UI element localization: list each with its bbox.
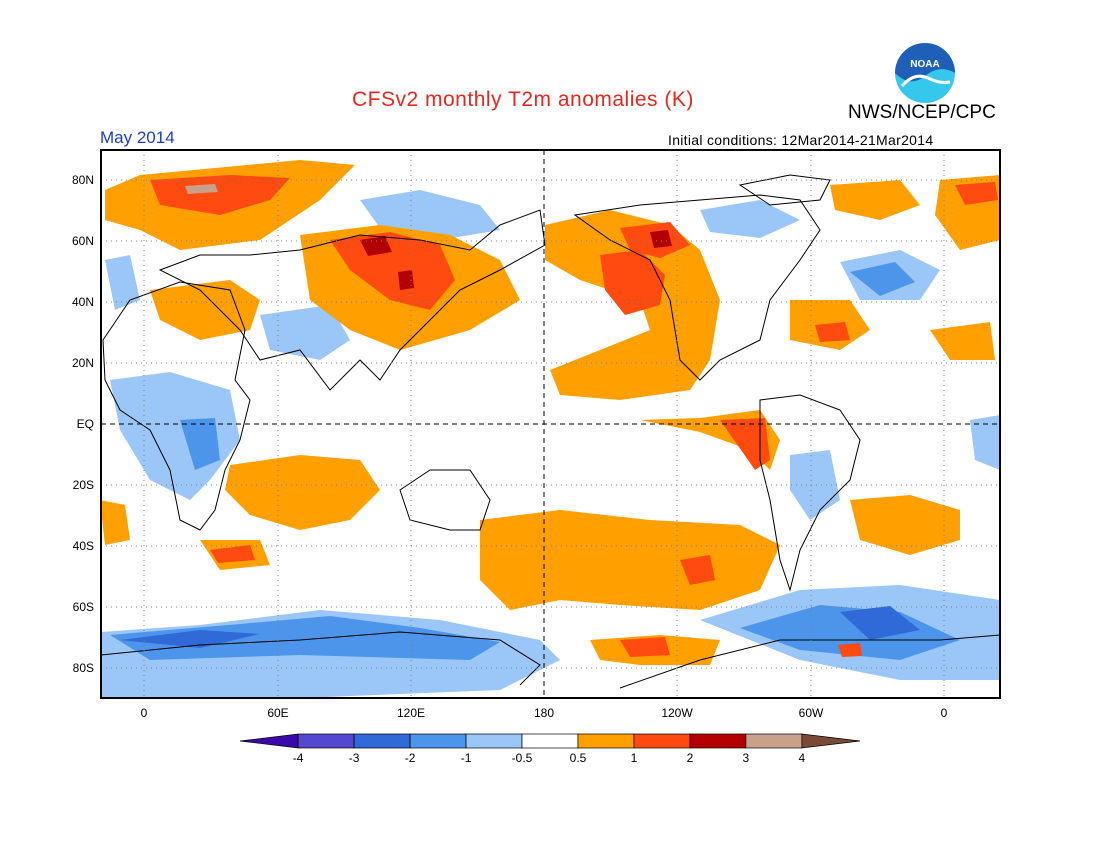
latitude-label: 80N bbox=[72, 173, 94, 187]
latitude-label: 80S bbox=[73, 661, 94, 675]
colorbar-tick-label: 3 bbox=[743, 751, 750, 765]
colorbar-tick-label: 0.5 bbox=[570, 751, 587, 765]
colorbar-swatch bbox=[297, 733, 355, 749]
noaa-logo-text: NOAA bbox=[910, 59, 939, 70]
latitude-label: 20N bbox=[72, 356, 94, 370]
colorbar-swatch bbox=[633, 733, 691, 749]
colorbar-swatch bbox=[353, 733, 411, 749]
latitude-label: EQ bbox=[77, 417, 94, 431]
colorbar-tick-label: 4 bbox=[799, 751, 806, 765]
latitude-label: 60S bbox=[73, 600, 94, 614]
longitude-label: 0 bbox=[941, 706, 948, 720]
negative-anomalies-deep bbox=[120, 606, 920, 648]
colorbar-swatch bbox=[465, 733, 523, 749]
latitude-label: 20S bbox=[73, 478, 94, 492]
latitude-labels: 80N 60N 40N 20N EQ 20S 40S 60S 80S bbox=[72, 173, 94, 675]
longitude-label: 120W bbox=[661, 706, 693, 720]
chart-title: CFSv2 monthly T2m anomalies (K) bbox=[352, 88, 694, 111]
colorbar-tick-label: 1 bbox=[631, 751, 638, 765]
colorbar-tick-label: 2 bbox=[687, 751, 694, 765]
forecast-month: May 2014 bbox=[100, 128, 175, 147]
initial-conditions: Initial conditions: 12Mar2014-21Mar2014 bbox=[668, 132, 934, 148]
latitude-label: 40N bbox=[72, 295, 94, 309]
map-frame bbox=[100, 149, 1001, 699]
coastlines bbox=[101, 174, 1000, 689]
agency-label: NWS/NCEP/CPC bbox=[848, 102, 996, 123]
latitude-label: 60N bbox=[72, 234, 94, 248]
positive-anomalies-strong bbox=[150, 175, 998, 657]
colorbar-swatch bbox=[521, 733, 579, 749]
colorbar-swatch bbox=[745, 733, 803, 749]
colorbar-tick-label: -3 bbox=[349, 751, 360, 765]
positive-anomalies-deep bbox=[360, 230, 672, 290]
colorbar-tick-label: -4 bbox=[293, 751, 304, 765]
latitude-label: 40S bbox=[73, 539, 94, 553]
colorbar-swatch bbox=[409, 733, 467, 749]
longitude-label: 180 bbox=[534, 706, 554, 720]
anomaly-fields bbox=[101, 150, 1000, 698]
colorbar-tick-label: -2 bbox=[405, 751, 416, 765]
positive-anomalies-extreme bbox=[185, 184, 218, 194]
longitude-label: 60E bbox=[267, 706, 288, 720]
colorbar-legend: -4 -3 -2 -1 -0.5 0.5 1 2 3 4 bbox=[239, 733, 861, 765]
colorbar-swatch bbox=[689, 733, 747, 749]
longitude-label: 0 bbox=[141, 706, 148, 720]
noaa-logo: NOAA bbox=[895, 43, 955, 103]
colorbar-tick-label: -0.5 bbox=[512, 751, 533, 765]
colorbar-arrow-low bbox=[239, 733, 299, 749]
longitude-label: 60W bbox=[799, 706, 824, 720]
longitude-labels: 0 60E 120E 180 120W 60W 0 bbox=[141, 706, 948, 720]
colorbar-arrow-high bbox=[801, 733, 861, 749]
longitude-label: 120E bbox=[397, 706, 425, 720]
colorbar-tick-label: -1 bbox=[461, 751, 472, 765]
colorbar-swatch bbox=[577, 733, 635, 749]
